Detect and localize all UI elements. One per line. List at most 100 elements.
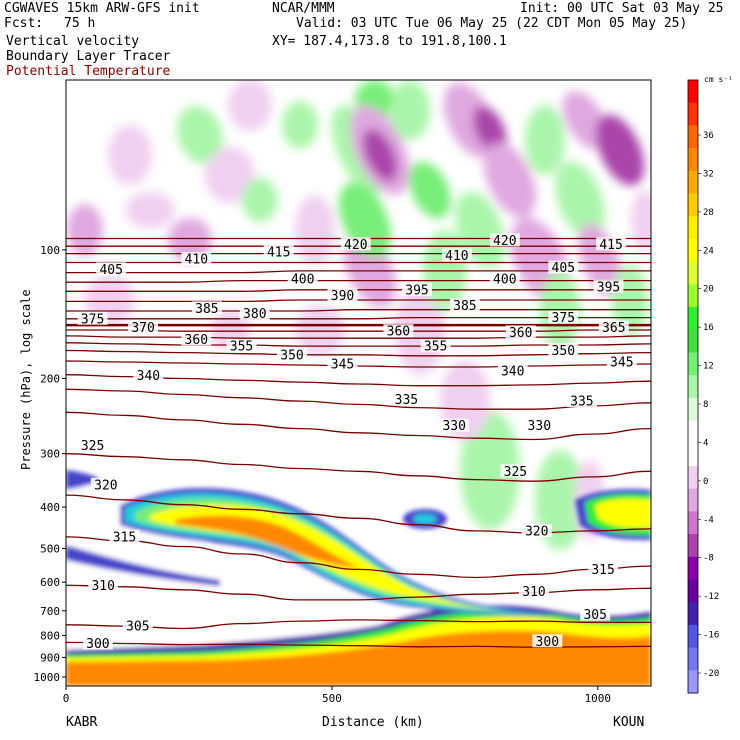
field-label-vertical-velocity: Vertical velocity xyxy=(6,34,140,49)
theta-label: 405 xyxy=(552,261,575,276)
colorbar-swatch xyxy=(688,352,698,376)
theta-label-bg xyxy=(588,562,619,576)
theta-label-bg xyxy=(327,288,358,302)
x-tick-label: 1000 xyxy=(585,692,612,705)
theta-label-bg xyxy=(391,392,422,406)
theta-contour-330 xyxy=(66,411,651,441)
colorbar-swatch xyxy=(688,193,698,217)
colorbar-swatch xyxy=(688,624,698,649)
theta-label: 315 xyxy=(591,563,614,578)
y-tick-label: 1000 xyxy=(34,671,61,684)
theta-label: 310 xyxy=(91,579,114,594)
theta-label: 355 xyxy=(230,340,253,355)
valid-time: Valid: 03 UTC Tue 06 May 25 (22 CDT Mon … xyxy=(296,16,688,31)
tracer-layer xyxy=(595,498,651,528)
theta-label: 325 xyxy=(504,465,527,480)
theta-label-bg xyxy=(566,394,597,408)
colorbar-swatch xyxy=(688,238,698,263)
vv-downdraft xyxy=(295,305,345,355)
colorbar-tick-label: 20 xyxy=(703,285,714,295)
theta-label-bg xyxy=(580,607,611,621)
vv-downdraft xyxy=(395,285,445,375)
vv-downdraft xyxy=(228,80,272,131)
theta-contour-360 xyxy=(66,335,651,339)
colorbar-swatch xyxy=(688,80,698,104)
theta-label: 340 xyxy=(501,364,524,379)
colorbar: cm s⁻¹ 36 32 28 24 20 16 12 8 4 0 -4 -8 -12 -16 -20 xyxy=(687,75,733,694)
x-axis-label: Distance (km) xyxy=(322,715,424,730)
colorbar-swatch xyxy=(688,534,698,558)
theta-label-bg xyxy=(505,325,536,339)
colorbar-swatch xyxy=(688,102,698,126)
theta-label-bg xyxy=(500,464,531,478)
tracer-core xyxy=(66,630,651,686)
theta-label-bg xyxy=(277,347,307,361)
forecast-hour: 75 h xyxy=(64,16,96,31)
colorbar-tick-label: 16 xyxy=(703,323,714,333)
theta-contour-310 xyxy=(66,584,651,601)
theta-label: 395 xyxy=(405,283,428,298)
right-station-label: KOUN xyxy=(613,715,644,730)
colorbar-tick-label: 4 xyxy=(703,438,708,448)
init-time: Init: 00 UTC Sat 03 May 25 xyxy=(520,1,724,16)
theta-label-bg xyxy=(77,438,108,452)
theta-label: 420 xyxy=(344,238,367,253)
theta-label: 420 xyxy=(493,234,516,249)
vv-downdraft xyxy=(631,190,651,250)
colorbar-swatch xyxy=(688,465,698,490)
theta-label-bg xyxy=(122,619,153,633)
theta-label: 410 xyxy=(445,249,468,264)
theta-label: 335 xyxy=(395,393,418,408)
theta-label: 410 xyxy=(185,253,208,268)
colorbar-swatch xyxy=(688,579,698,603)
tracer-edge xyxy=(66,470,100,490)
x-tick-label: 0 xyxy=(63,692,70,705)
theta-label: 300 xyxy=(536,635,559,650)
theta-label-bg xyxy=(598,320,629,334)
theta-label-bg xyxy=(449,298,480,312)
theta-label: 350 xyxy=(552,344,575,359)
theta-label-bg xyxy=(489,272,520,285)
field-label-boundary-layer-tracer: Boundary Layer Tracer xyxy=(6,49,171,64)
colorbar-swatch xyxy=(688,670,698,694)
vv-updraft xyxy=(390,80,430,140)
theta-label-bg xyxy=(521,523,552,537)
vv-downdraft xyxy=(67,204,103,256)
theta-label: 415 xyxy=(267,245,290,260)
theta-contour-365 xyxy=(66,329,651,332)
theta-contour-380 xyxy=(66,309,651,312)
y-tick-label: 800 xyxy=(40,630,60,643)
vv-downdraft xyxy=(108,125,152,185)
vv-updraft xyxy=(423,230,467,310)
tracer-edge xyxy=(66,545,220,586)
theta-label-bg xyxy=(96,262,127,276)
theta-label-bg xyxy=(191,301,222,315)
vertical-velocity-field: 300 300 305 305 310 310 315 315 320 320 325 325 330 3… xyxy=(66,80,651,686)
theta-label-bg xyxy=(181,332,212,346)
colorbar-swatch xyxy=(688,488,698,512)
theta-label-bg xyxy=(128,320,159,334)
theta-contour-345 xyxy=(66,360,651,368)
colorbar-tick-label: 36 xyxy=(703,131,714,141)
x-axis: 0 500 1000 xyxy=(63,686,611,705)
vv-updraft xyxy=(282,101,318,149)
theta-label-bg xyxy=(88,578,119,592)
y-tick-label: 500 xyxy=(40,542,60,555)
colorbar-swatch xyxy=(688,443,698,467)
left-station-label: KABR xyxy=(66,715,97,730)
theta-label: 320 xyxy=(525,524,548,539)
theta-label: 340 xyxy=(137,369,160,384)
theta-contour-395 xyxy=(66,279,651,283)
theta-label-bg xyxy=(532,634,563,648)
theta-label: 400 xyxy=(291,273,314,288)
theta-label-bg xyxy=(548,343,579,357)
colorbar-tick-label: 8 xyxy=(703,400,708,410)
potential-temperature-labels: 300 300 305 305 310 310 315 315 320 320 325 325 330 3… xyxy=(77,233,637,652)
theta-label: 305 xyxy=(126,620,149,635)
theta-label: 385 xyxy=(195,302,218,317)
vv-downdraft xyxy=(473,105,507,155)
y-axis: 100 200 300 400 500 600 700 800 900 1000 xyxy=(34,244,66,684)
colorbar-tick-label: -8 xyxy=(703,554,714,564)
y-tick-label: 100 xyxy=(40,244,60,257)
